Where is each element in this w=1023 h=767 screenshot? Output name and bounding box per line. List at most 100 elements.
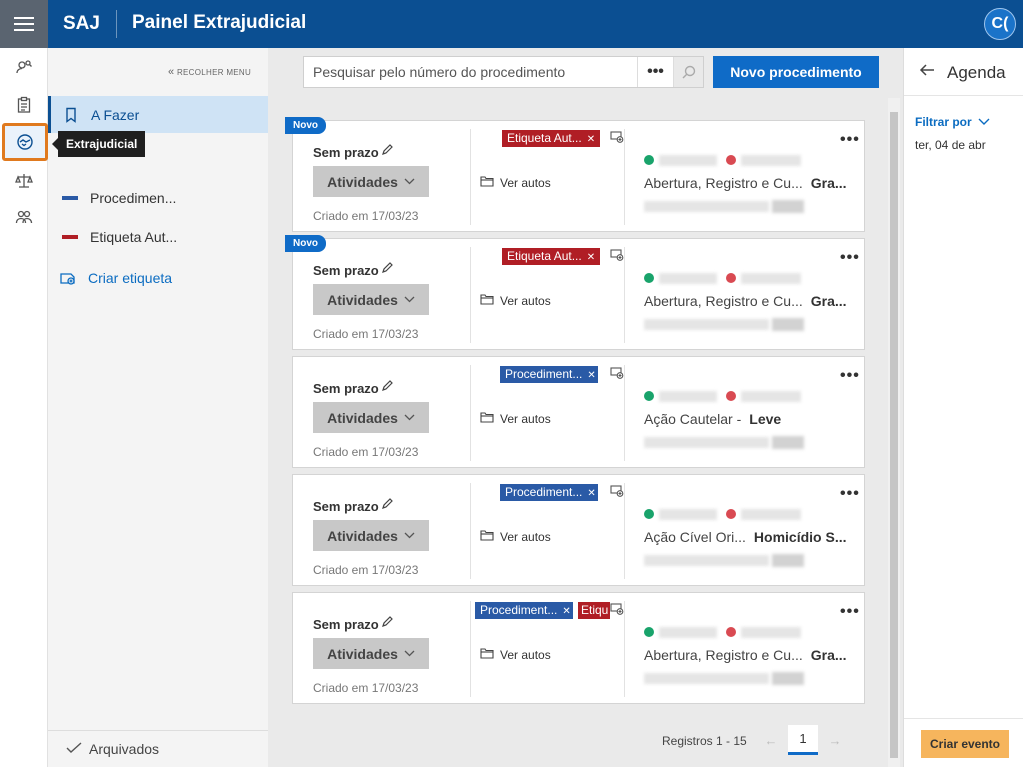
activities-dropdown[interactable]: Atividades bbox=[313, 402, 429, 433]
archived-button[interactable]: Arquivados bbox=[48, 730, 268, 767]
add-tag-icon[interactable] bbox=[610, 249, 624, 264]
brand-logo[interactable]: SAJ bbox=[63, 13, 100, 34]
sidebar-item-label: A Fazer bbox=[91, 106, 140, 123]
chevron-down-icon bbox=[404, 532, 415, 539]
collapse-menu-button[interactable]: « RECOLHER MENU bbox=[168, 66, 251, 78]
people-search-icon[interactable] bbox=[0, 48, 48, 86]
chevron-down-icon bbox=[404, 178, 415, 185]
case-details: Abertura, Registro e Cu... Gra... bbox=[624, 593, 864, 705]
procedure-card[interactable]: Sem prazo Atividades Criado em 17/03/23 … bbox=[292, 592, 865, 704]
hamburger-menu-icon[interactable] bbox=[0, 0, 48, 48]
close-icon[interactable]: ✕ bbox=[586, 252, 596, 263]
page-1-button[interactable]: 1 bbox=[788, 725, 818, 755]
edit-pencil-icon[interactable] bbox=[381, 261, 394, 277]
redacted-text bbox=[772, 318, 804, 331]
agenda-header: Agenda bbox=[904, 48, 1023, 96]
case-type: Abertura, Registro e Cu... Gra... bbox=[644, 293, 856, 309]
sidebar-item-procedimento[interactable]: Procedimen... bbox=[48, 179, 268, 216]
next-page-button[interactable]: → bbox=[828, 732, 842, 748]
card-menu-button[interactable]: ••• bbox=[840, 603, 860, 620]
procedure-card[interactable]: Sem prazo Atividades Criado em 17/03/23 … bbox=[292, 356, 865, 468]
search-button[interactable] bbox=[673, 57, 703, 87]
back-arrow-icon[interactable] bbox=[919, 62, 935, 81]
divider bbox=[470, 247, 471, 343]
procedure-card[interactable]: Novo Sem prazo Atividades Criado em 17/0… bbox=[285, 117, 865, 232]
view-records-link[interactable]: Ver autos bbox=[480, 647, 551, 662]
checkmark-icon bbox=[66, 741, 82, 757]
users-icon[interactable] bbox=[0, 198, 48, 236]
procedure-card[interactable]: Novo Sem prazo Atividades Criado em 17/0… bbox=[285, 235, 865, 350]
activities-label: Atividades bbox=[327, 645, 398, 662]
tag-chip[interactable]: Etiqueta Aut... ✕ bbox=[502, 130, 600, 147]
activities-dropdown[interactable]: Atividades bbox=[313, 284, 429, 315]
create-tag-button[interactable]: Criar etiqueta bbox=[48, 259, 268, 296]
minus-circle-icon bbox=[726, 509, 736, 519]
add-tag-icon[interactable] bbox=[610, 131, 624, 146]
edit-pencil-icon[interactable] bbox=[381, 379, 394, 395]
divider bbox=[470, 601, 471, 697]
redacted-text bbox=[741, 509, 801, 520]
more-options-button[interactable]: ••• bbox=[637, 57, 673, 87]
tag-chip[interactable]: Procediment... ✕ bbox=[500, 366, 598, 383]
avatar[interactable]: C( bbox=[984, 8, 1016, 40]
prev-page-button[interactable]: ← bbox=[764, 732, 778, 748]
edit-pencil-icon[interactable] bbox=[381, 615, 394, 631]
close-icon[interactable]: ✕ bbox=[587, 370, 596, 381]
double-chevron-left-icon: « bbox=[168, 66, 175, 78]
view-records-label: Ver autos bbox=[500, 529, 551, 544]
add-tag-icon[interactable] bbox=[610, 603, 624, 618]
folder-icon bbox=[480, 293, 495, 308]
tag-chip[interactable]: Procediment... ✕ bbox=[475, 602, 573, 619]
chevron-down-icon bbox=[404, 296, 415, 303]
view-records-link[interactable]: Ver autos bbox=[480, 175, 551, 190]
activities-dropdown[interactable]: Atividades bbox=[313, 520, 429, 551]
folder-icon bbox=[480, 647, 495, 662]
new-procedure-button[interactable]: Novo procedimento bbox=[713, 56, 879, 88]
card-menu-button[interactable]: ••• bbox=[840, 367, 860, 384]
card-menu-button[interactable]: ••• bbox=[840, 249, 860, 266]
filter-dropdown[interactable]: Filtrar por bbox=[915, 115, 990, 129]
add-tag-icon[interactable] bbox=[610, 367, 624, 382]
tag-chip[interactable]: Procediment... ✕ bbox=[500, 484, 598, 501]
handshake-icon[interactable] bbox=[2, 123, 48, 161]
card-menu-button[interactable]: ••• bbox=[840, 485, 860, 502]
view-records-link[interactable]: Ver autos bbox=[480, 411, 551, 426]
redacted-text bbox=[644, 437, 769, 448]
activities-label: Atividades bbox=[327, 173, 398, 190]
close-icon[interactable]: ✕ bbox=[586, 134, 596, 145]
card-menu-button[interactable]: ••• bbox=[840, 131, 860, 148]
sidebar-item-etiqueta[interactable]: Etiqueta Aut... bbox=[48, 218, 268, 255]
deadline-label: Sem prazo bbox=[313, 145, 379, 160]
activities-dropdown[interactable]: Atividades bbox=[313, 638, 429, 669]
case-class-label: Gra... bbox=[810, 175, 847, 191]
edit-pencil-icon[interactable] bbox=[381, 497, 394, 513]
folder-icon bbox=[480, 175, 495, 190]
close-icon[interactable]: ✕ bbox=[587, 488, 596, 499]
close-icon[interactable]: ✕ bbox=[562, 606, 571, 617]
add-tag-icon[interactable] bbox=[610, 485, 624, 500]
view-records-label: Ver autos bbox=[500, 647, 551, 662]
sidebar-item-todo[interactable]: A Fazer bbox=[48, 96, 268, 133]
view-records-label: Ver autos bbox=[500, 175, 551, 190]
folder-icon bbox=[480, 529, 495, 544]
case-type: Ação Cautelar - Leve bbox=[644, 411, 856, 427]
edit-pencil-icon[interactable] bbox=[381, 143, 394, 159]
search-input[interactable]: Pesquisar pelo número do procedimento bbox=[313, 64, 566, 80]
minus-circle-icon bbox=[726, 155, 736, 165]
divider bbox=[624, 365, 625, 461]
case-class-label: Gra... bbox=[810, 293, 847, 309]
view-records-link[interactable]: Ver autos bbox=[480, 293, 551, 308]
clipboard-icon[interactable] bbox=[0, 86, 48, 124]
divider bbox=[470, 129, 471, 225]
procedure-card[interactable]: Sem prazo Atividades Criado em 17/03/23 … bbox=[292, 474, 865, 586]
redacted-text bbox=[644, 201, 769, 212]
scrollbar-thumb[interactable] bbox=[890, 112, 898, 758]
scales-icon[interactable] bbox=[0, 162, 48, 200]
create-event-button[interactable]: Criar evento bbox=[921, 730, 1009, 758]
activities-dropdown[interactable]: Atividades bbox=[313, 166, 429, 197]
minus-circle-icon bbox=[726, 391, 736, 401]
view-records-link[interactable]: Ver autos bbox=[480, 529, 551, 544]
tag-chip[interactable]: Etiqu bbox=[578, 602, 610, 619]
tag-chip[interactable]: Etiqueta Aut... ✕ bbox=[502, 248, 600, 265]
top-bar: SAJ Painel Extrajudicial C( bbox=[0, 0, 1023, 48]
